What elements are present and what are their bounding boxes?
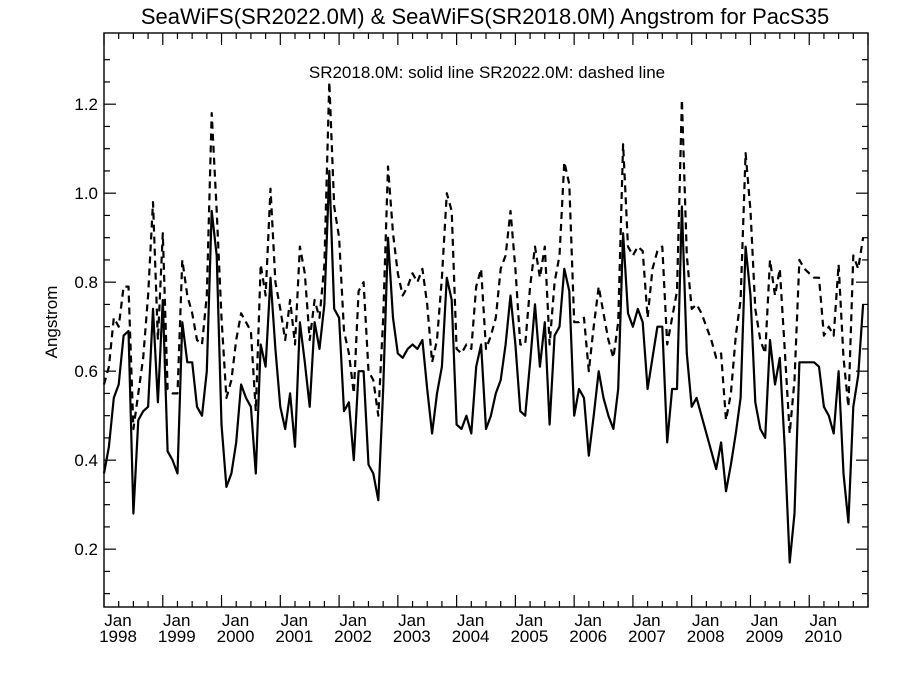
x-tick-label-year: 2000 [217,627,255,646]
x-tick-label-year: 2009 [746,627,784,646]
series-line-sr2022-0m [102,80,865,435]
x-tick-labels: Jan1998Jan1999Jan2000Jan2001Jan2002Jan20… [99,611,842,646]
chart-title: SeaWiFS(SR2022.0M) & SeaWiFS(SR2018.0M) … [141,4,829,29]
y-tick-label: 0.4 [74,451,98,470]
x-tick-label-year: 2010 [804,627,842,646]
x-tick-label-month: Jan [339,611,366,630]
x-tick-label-month: Jan [104,611,131,630]
x-tick-label-month: Jan [398,611,425,630]
y-tick-label: 1.2 [74,95,98,114]
x-tick-label-month: Jan [633,611,660,630]
x-tick-label-month: Jan [692,611,719,630]
x-tick-label-month: Jan [457,611,484,630]
axis-ticks [103,33,869,607]
y-tick-label: 0.6 [74,362,98,381]
y-tick-labels: 0.2 0.4 0.6 0.8 1.0 1.2 [74,95,98,559]
x-tick-label-year: 1999 [158,627,196,646]
x-tick-label-month: Jan [810,611,837,630]
x-tick-label-year: 2002 [334,627,372,646]
y-axis-label: Angstrom [42,286,61,359]
series-line-sr2018-0m [102,169,865,564]
x-tick-label-year: 2006 [569,627,607,646]
x-tick-label-month: Jan [516,611,543,630]
x-tick-label-month: Jan [222,611,249,630]
x-tick-label-year: 1998 [99,627,137,646]
x-tick-label-year: 2003 [393,627,431,646]
x-tick-label-year: 2005 [510,627,548,646]
y-tick-label: 1.0 [74,184,98,203]
y-tick-label: 0.8 [74,273,98,292]
series-style-annotation: SR2018.0M: solid line SR2022.0M: dashed … [309,63,665,82]
x-tick-label-year: 2007 [628,627,666,646]
x-tick-label-year: 2001 [275,627,313,646]
x-tick-label-month: Jan [751,611,778,630]
x-tick-label-month: Jan [281,611,308,630]
x-tick-label-month: Jan [163,611,190,630]
x-tick-label-year: 2008 [687,627,725,646]
series-layer [102,80,865,564]
y-tick-label: 0.2 [74,540,98,559]
x-tick-label-month: Jan [574,611,601,630]
x-tick-label-year: 2004 [452,627,490,646]
